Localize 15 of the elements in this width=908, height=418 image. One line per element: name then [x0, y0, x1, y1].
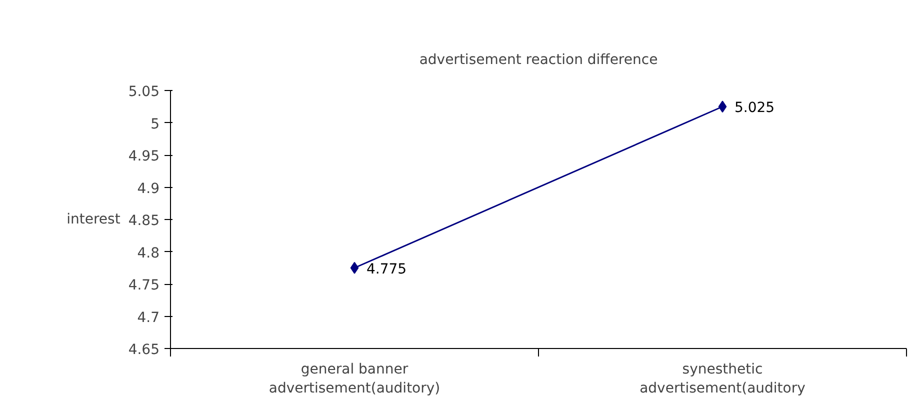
chart-title: advertisement reaction difference	[419, 52, 658, 68]
y-tick-label: 5	[150, 116, 160, 132]
y-tick-label: 4.95	[128, 148, 160, 164]
y-axis-title: interest	[66, 212, 121, 228]
data-label: 5.025	[734, 100, 775, 116]
data-label: 4.775	[366, 261, 407, 278]
x-tick-label: synesthetic advertisement(auditory	[640, 362, 806, 397]
y-tick-label: 4.85	[128, 213, 160, 229]
x-tick-label: general banner advertisement(auditory)	[268, 362, 440, 397]
y-tick-label: 4.7	[137, 310, 160, 326]
y-tick-label: 5.05	[128, 84, 160, 100]
y-tick-label: 4.65	[128, 342, 160, 358]
y-tick-label: 4.75	[128, 278, 160, 294]
y-tick-label: 4.9	[137, 180, 160, 197]
y-tick-label: 4.8	[137, 245, 160, 262]
